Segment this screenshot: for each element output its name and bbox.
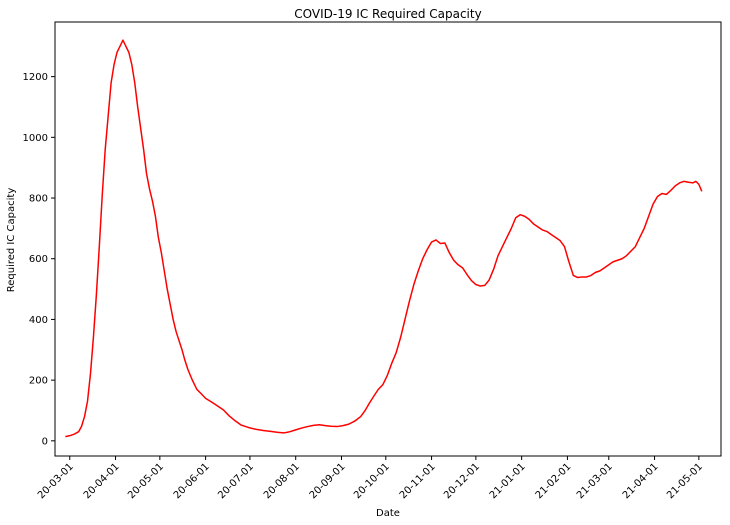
x-axis-title: Date: [376, 508, 400, 519]
y-axis-title: Required IC Capacity: [6, 188, 17, 293]
y-tick-label: 0: [42, 436, 48, 447]
series-layer: [65, 39, 703, 438]
series-line: [65, 39, 703, 438]
plot-frame: [54, 21, 722, 457]
y-tick-label: 1200: [23, 72, 48, 83]
y-tick-label: 800: [29, 194, 48, 205]
y-tick-label: 200: [29, 376, 48, 387]
y-tick-label: 400: [29, 315, 48, 326]
y-tick-label: 1000: [23, 133, 48, 144]
y-tick-label: 600: [29, 254, 48, 265]
chart-title: COVID-19 IC Required Capacity: [294, 7, 481, 21]
